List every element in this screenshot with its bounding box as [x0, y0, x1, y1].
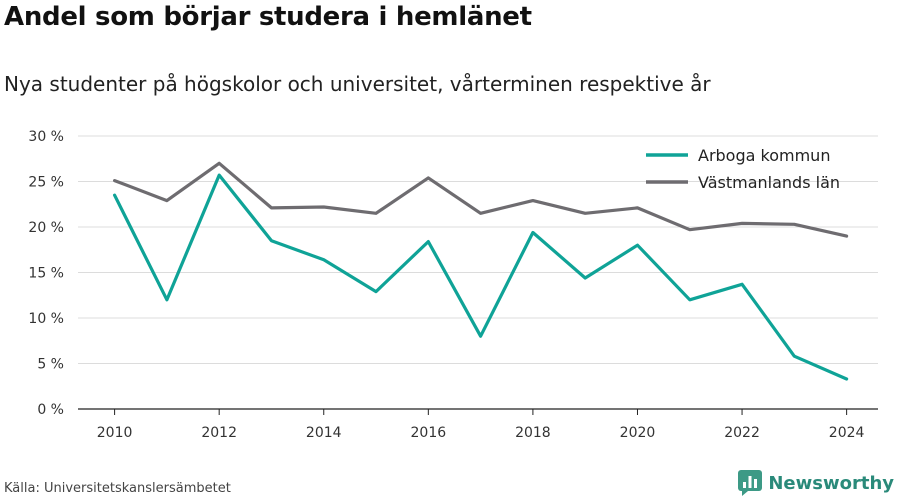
x-tick-label: 2010	[97, 425, 133, 441]
x-tick-label: 2012	[201, 425, 237, 441]
x-tick-label: 2022	[724, 425, 760, 441]
y-tick-label: 30 %	[28, 129, 64, 145]
y-tick-label: 5 %	[37, 357, 64, 373]
y-tick-label: 15 %	[28, 266, 64, 282]
axes: 0 % 5 % 10 % 15 % 20 % 25 % 30 % 2010 2012 2014 20…	[28, 129, 878, 441]
y-tick-label: 0 %	[37, 402, 64, 418]
x-tick-label: 2018	[515, 425, 551, 441]
chart-subtitle: Nya studenter på högskolor och universit…	[4, 72, 711, 96]
y-tick-label: 10 %	[28, 311, 64, 327]
series-line-v-stmanlands-l-n	[112, 161, 849, 238]
bar-chart-logo-icon	[738, 470, 763, 496]
y-tick-label: 20 %	[28, 220, 64, 236]
x-tick-label: 2020	[620, 425, 656, 441]
gridlines	[78, 135, 878, 364]
legend: Arboga kommun Västmanlands län	[646, 146, 840, 192]
x-tick-label: 2014	[306, 425, 342, 441]
series-lines	[112, 161, 849, 381]
series-line-arboga-kommun	[112, 173, 849, 381]
brand-name: Newsworthy	[768, 472, 894, 494]
legend-label: Västmanlands län	[698, 173, 840, 192]
legend-label: Arboga kommun	[698, 146, 830, 165]
y-tick-label: 25 %	[28, 175, 64, 191]
line-chart: 0 % 5 % 10 % 15 % 20 % 25 % 30 % 2010 2012 2014 20…	[28, 129, 878, 441]
chart-title: Andel som börjar studera i hemlänet	[4, 2, 532, 32]
x-tick-label: 2024	[829, 425, 865, 441]
x-tick-label: 2016	[411, 425, 447, 441]
source-note: Källa: Universitetskanslersämbetet	[4, 481, 231, 496]
brand-logo: Newsworthy	[738, 470, 894, 496]
